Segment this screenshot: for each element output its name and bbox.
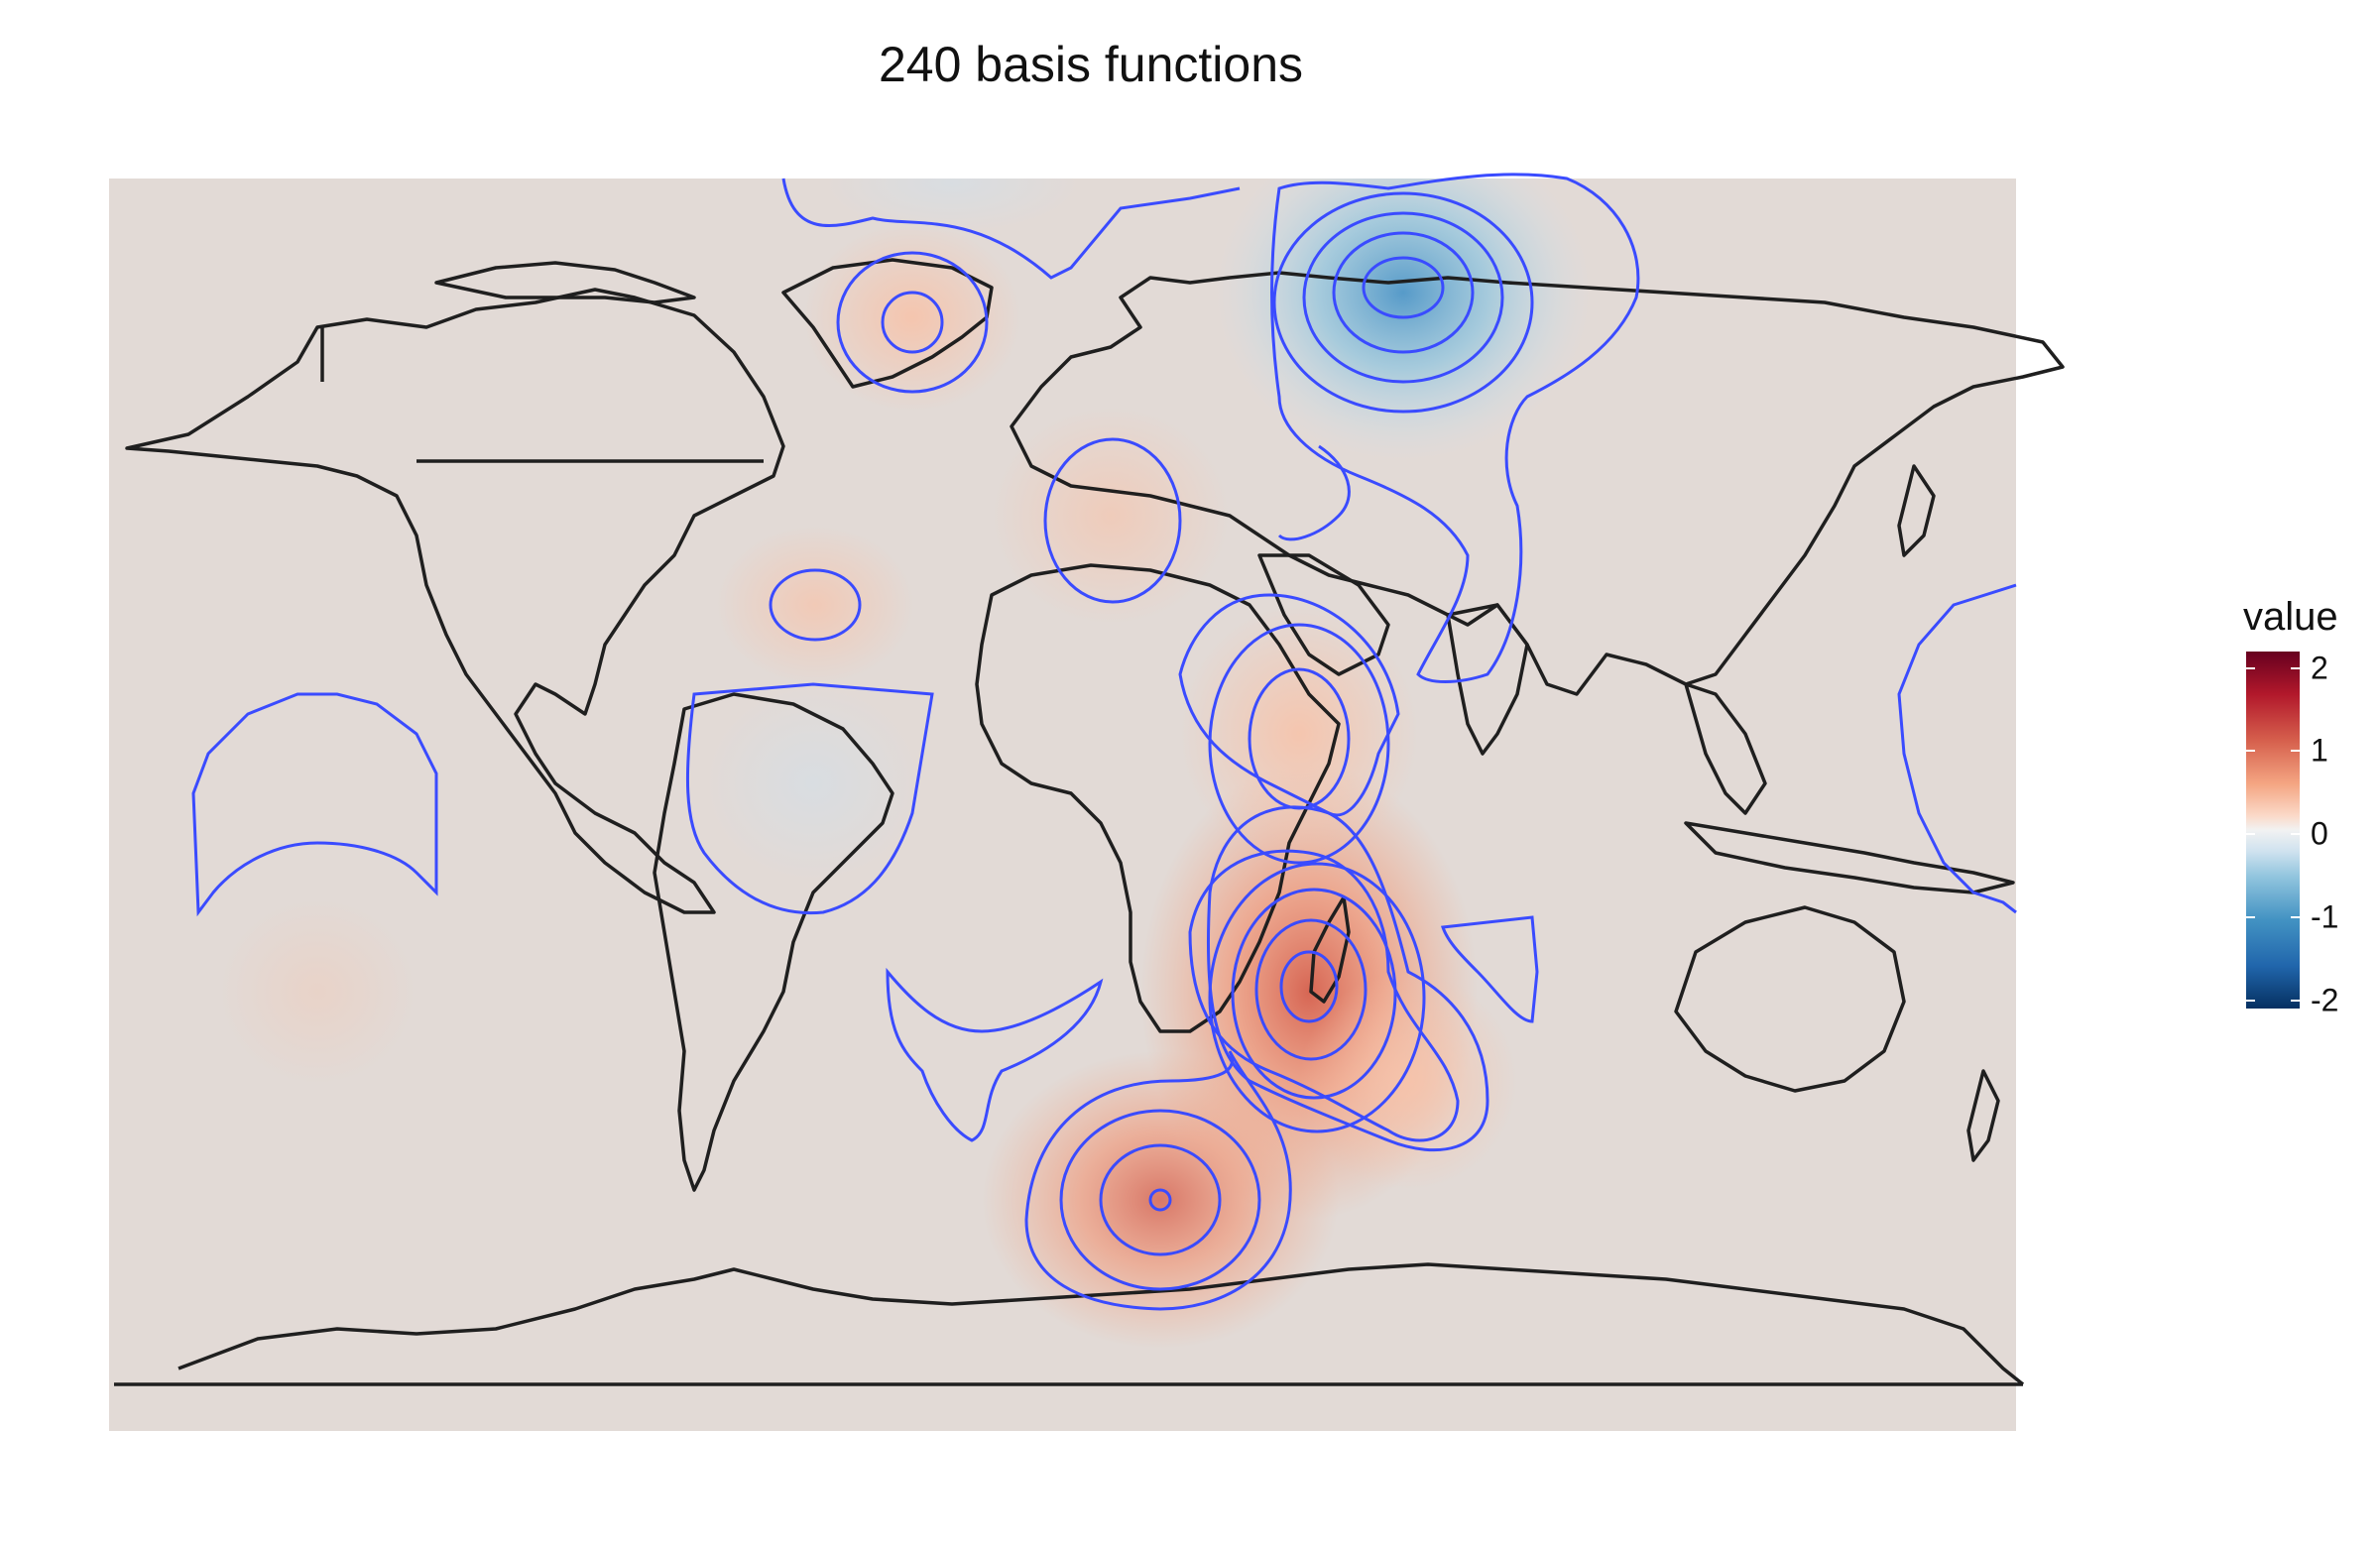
legend-tick-label: 0	[2311, 815, 2328, 852]
arabia	[1257, 553, 1390, 676]
legend-tick-label: 1	[2311, 732, 2328, 769]
contour	[1059, 1109, 1261, 1291]
contour	[1302, 211, 1504, 384]
contour	[1099, 1143, 1222, 1256]
contour	[881, 291, 944, 354]
contour	[191, 692, 438, 917]
contour	[1277, 444, 1351, 541]
contour	[1248, 667, 1351, 810]
contour	[1024, 1050, 1292, 1311]
legend-tick-label: 2	[2311, 650, 2328, 686]
contour	[886, 967, 1104, 1142]
contour	[1148, 1188, 1172, 1212]
contour	[685, 682, 934, 915]
contour	[1332, 231, 1475, 354]
anomaly-arctic	[823, 178, 1081, 233]
contour	[1270, 173, 1640, 683]
contour	[1897, 583, 2017, 914]
australia	[1674, 905, 1906, 1093]
legend-title: value	[2243, 595, 2338, 639]
value-field	[218, 178, 1592, 1349]
legend-tick-label: -2	[2311, 982, 2339, 1018]
new-zealand	[1966, 1069, 2000, 1162]
legend-colorbar	[2246, 652, 2300, 1009]
legend-tick-label: -1	[2311, 898, 2339, 935]
anomaly-madagascar-tail	[1299, 972, 1517, 1190]
anomaly-amazon	[704, 684, 922, 883]
contour	[1178, 593, 1400, 817]
anomaly-north-atlantic	[716, 526, 914, 684]
eurasia	[1010, 271, 2065, 696]
contour	[1254, 918, 1368, 1061]
anomaly-siberia	[1215, 178, 1592, 461]
contour-lines	[191, 173, 2017, 1311]
contour	[1208, 623, 1390, 865]
contour	[1043, 437, 1182, 604]
india	[1446, 603, 1529, 756]
japan	[1897, 464, 1936, 557]
greenland	[781, 258, 994, 389]
contour	[781, 178, 1241, 280]
coastlines	[114, 258, 2065, 1386]
contour	[1188, 849, 1460, 1142]
contour	[836, 251, 989, 394]
us-canada-border	[320, 327, 764, 463]
contour	[1231, 888, 1397, 1100]
south-america	[653, 692, 894, 1192]
anomaly-south-pacific	[218, 897, 416, 1086]
indonesia	[1684, 821, 2015, 894]
madagascar	[1309, 895, 1351, 1004]
southeast-asia	[1684, 682, 1767, 815]
contour	[769, 568, 862, 642]
antarctica	[178, 1262, 2025, 1386]
canadian-archipelago	[434, 261, 696, 304]
chart-title: 240 basis functions	[878, 37, 1304, 92]
contour	[1440, 915, 1539, 1023]
contour	[1279, 950, 1339, 1023]
contour	[1272, 191, 1534, 414]
anomaly-greenland	[803, 223, 1021, 412]
africa	[975, 563, 1341, 1033]
anomaly-southern-ocean	[982, 1051, 1339, 1349]
contour	[1362, 256, 1445, 319]
